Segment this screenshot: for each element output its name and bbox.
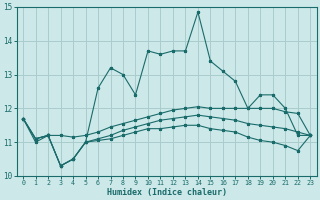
X-axis label: Humidex (Indice chaleur): Humidex (Indice chaleur): [107, 188, 227, 197]
